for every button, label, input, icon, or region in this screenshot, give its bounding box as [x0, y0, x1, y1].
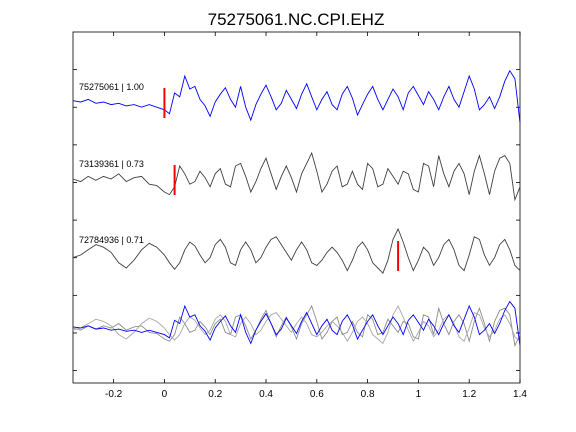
x-tick-label: 0.2 [208, 389, 222, 400]
overlay-panel [72, 300, 521, 348]
trace-line-1 [72, 69, 521, 123]
chart-title: 75275061.NC.CPI.EHZ [208, 10, 385, 29]
trace-label-3: 72784936 | 0.71 [79, 235, 144, 245]
trace-panels [72, 69, 521, 275]
x-tick-label: -0.2 [105, 389, 123, 400]
x-tick-label: 0.6 [310, 389, 324, 400]
x-tick-label: 0.4 [259, 389, 273, 400]
trace-labels: 75275061 | 1.00 73139361 | 0.73 72784936 |… [79, 82, 144, 245]
x-tick-label: 1 [416, 389, 422, 400]
x-tick-label: 0.8 [361, 389, 375, 400]
plot-area-frame [72, 31, 521, 384]
x-axis: -0.2 0 0.2 0.4 0.6 0.8 1 1.2 1.4 [105, 32, 527, 400]
x-tick-label: 0 [162, 389, 168, 400]
trace-line-3 [72, 227, 521, 275]
overlay-trace-1 [72, 300, 521, 346]
trace-label-1: 75275061 | 1.00 [79, 82, 144, 92]
pick-markers [163, 88, 400, 271]
trace-line-2 [72, 151, 521, 202]
y-axis-ticks [73, 69, 520, 371]
x-tick-label: 1.2 [462, 389, 476, 400]
x-tick-label: 1.4 [513, 389, 527, 400]
overlay-trace-2 [72, 304, 521, 348]
trace-label-2: 73139361 | 0.73 [79, 159, 144, 169]
